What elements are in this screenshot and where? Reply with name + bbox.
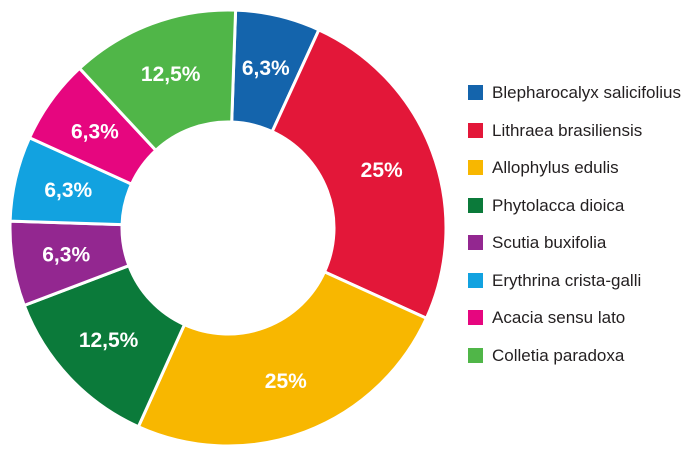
segment-label-7: 12,5%	[141, 63, 201, 86]
donut-chart: 6,3% 25% 25% 12,5% 6,3% 6,3% 6,3% 12,5%	[8, 8, 448, 448]
legend-label: Blepharocalyx salicifolius	[492, 83, 681, 103]
legend-swatch	[468, 160, 483, 176]
donut-segment-2	[136, 270, 428, 448]
legend-label: Allophylus edulis	[492, 158, 619, 178]
donut-segment-1	[270, 28, 448, 320]
legend-label: Colletia paradoxa	[492, 345, 625, 365]
legend-label: Phytolacca dioica	[492, 195, 625, 215]
legend-swatch	[468, 85, 483, 101]
segment-label-5: 6,3%	[44, 179, 92, 202]
legend-item: Scutia buxifolia	[468, 224, 681, 262]
segment-label-3: 12,5%	[79, 329, 139, 352]
segment-label-0: 6,3%	[242, 57, 290, 80]
segment-label-6: 6,3%	[71, 121, 119, 144]
legend-label: Lithraea brasiliensis	[492, 120, 643, 140]
legend-swatch	[468, 197, 483, 213]
legend-item: Blepharocalyx salicifolius	[468, 74, 681, 112]
legend-swatch	[468, 122, 483, 138]
legend-item: Allophylus edulis	[468, 149, 681, 187]
legend-label: Erythrina crista-galli	[492, 270, 642, 290]
legend-item: Acacia sensu lato	[468, 299, 681, 337]
segment-label-1: 25%	[361, 159, 403, 182]
legend-swatch	[468, 310, 483, 326]
legend-item: Erythrina crista-galli	[468, 262, 681, 300]
legend-item: Phytolacca dioica	[468, 187, 681, 225]
legend-swatch	[468, 235, 483, 251]
legend-swatch	[468, 347, 483, 363]
legend-item: Lithraea brasiliensis	[468, 112, 681, 150]
legend-label: Scutia buxifolia	[492, 233, 607, 253]
legend-swatch	[468, 272, 483, 288]
donut-segment-7	[78, 8, 238, 152]
legend-item: Colletia paradoxa	[468, 337, 681, 375]
legend-label: Acacia sensu lato	[492, 308, 626, 328]
chart-legend: Blepharocalyx salicifolius Lithraea bras…	[468, 74, 681, 374]
segment-label-4: 6,3%	[42, 244, 90, 267]
segment-label-2: 25%	[265, 370, 307, 393]
